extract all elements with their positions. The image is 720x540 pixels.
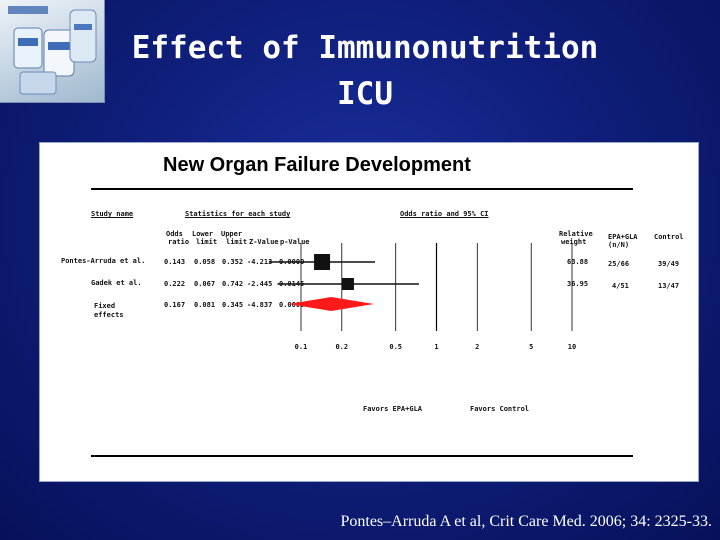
col-stats: Statistics for each study xyxy=(185,210,291,218)
row3-study-line2: effects xyxy=(94,311,124,319)
row2-upper: 0.742 xyxy=(222,280,244,288)
row2-weight: 36.95 xyxy=(567,280,589,288)
row1-upper: 0.352 xyxy=(222,258,244,266)
row3-z: -4.837 xyxy=(247,301,273,309)
slide-title-line2: ICU xyxy=(337,76,393,112)
row1-study: Pontes-Arruda et al. xyxy=(61,257,146,265)
hdr-z-value: Z-Value xyxy=(249,238,279,246)
col-epa-gla: EPA+GLA xyxy=(608,233,638,241)
row2-study: Gadek et al. xyxy=(91,279,142,287)
hdr-odds-2: ratio xyxy=(168,238,190,246)
axis-tick-label: 5 xyxy=(529,343,533,351)
product-logo-image xyxy=(0,0,105,103)
col-control: Control xyxy=(654,233,684,241)
row2-lower: 0.067 xyxy=(194,280,216,288)
forest-plot-chart: 0.1 0.2 0.5 1 2 5 10 xyxy=(268,243,576,351)
hdr-p-value: p-Value xyxy=(280,238,310,246)
col-study-name: Study name xyxy=(91,210,134,218)
point-estimate-study-2 xyxy=(341,278,354,290)
hdr-odds-1: Odds xyxy=(166,230,183,238)
row2-epa: 4/51 xyxy=(612,282,629,290)
row2-control: 13/47 xyxy=(658,282,680,290)
axis-tick-label: 2 xyxy=(475,343,479,351)
col-rel-weight-1: Relative xyxy=(559,230,593,238)
top-rule xyxy=(91,188,633,190)
favors-right-label: Favors Control xyxy=(470,405,530,413)
hdr-lower-2: limit xyxy=(196,238,218,246)
col-odds: Odds ratio and 95% CI xyxy=(400,210,489,218)
axis-tick-label: 10 xyxy=(568,343,576,351)
hdr-lower-1: Lower xyxy=(192,230,214,238)
figure-title: New Organ Failure Development xyxy=(163,154,471,176)
row3-odds: 0.167 xyxy=(164,301,186,309)
row1-z: -4.213 xyxy=(247,258,273,266)
row1-lower: 0.058 xyxy=(194,258,216,266)
axis-tick-label: 0.5 xyxy=(389,343,402,351)
hdr-upper-1: Upper xyxy=(221,230,243,238)
col-n-over-n: (n/N) xyxy=(608,241,630,249)
row2-odds: 0.222 xyxy=(164,280,186,288)
row3-upper: 0.345 xyxy=(222,301,244,309)
forest-plot-panel: New Organ Failure Development Study name… xyxy=(39,142,699,482)
favors-left-label: Favors EPA+GLA xyxy=(363,405,423,413)
axis-tick-label: 1 xyxy=(434,343,438,351)
row3-lower: 0.081 xyxy=(194,301,216,309)
row3-study-line1: Fixed xyxy=(94,302,116,310)
row1-control: 39/49 xyxy=(658,260,680,268)
row2-z: -2.445 xyxy=(247,280,273,288)
row1-epa: 25/66 xyxy=(608,260,630,268)
hdr-upper-2: limit xyxy=(226,238,248,246)
point-estimate-study-1 xyxy=(314,254,331,270)
row3-p: 0.0000 xyxy=(279,301,305,309)
slide-title-line1: Effect of Immunonutrition xyxy=(131,30,599,66)
row1-weight: 63.88 xyxy=(567,258,589,266)
axis-tick-label: 0.2 xyxy=(335,343,348,351)
axis-tick-label: 0.1 xyxy=(295,343,308,351)
col-rel-weight-2: weight xyxy=(561,238,587,246)
citation: Pontes–Arruda A et al, Crit Care Med. 20… xyxy=(340,513,712,530)
bottom-rule xyxy=(91,455,633,457)
row1-odds: 0.143 xyxy=(164,258,186,266)
summary-diamond xyxy=(288,297,374,311)
